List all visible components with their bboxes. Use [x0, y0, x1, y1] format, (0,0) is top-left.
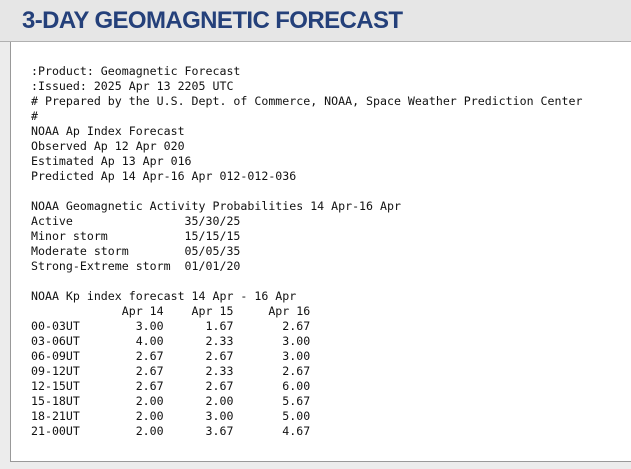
text-line: 12-15UT 2.67 2.67 6.00 — [31, 379, 311, 393]
text-line: Moderate storm 05/05/35 — [31, 244, 241, 258]
text-line: 21-00UT 2.00 3.67 4.67 — [31, 424, 311, 438]
text-line: 09-12UT 2.67 2.33 2.67 — [31, 364, 311, 378]
text-line: 06-09UT 2.67 2.67 3.00 — [31, 349, 311, 363]
text-line: 03-06UT 4.00 2.33 3.00 — [31, 334, 311, 348]
text-line: Apr 14 Apr 15 Apr 16 — [31, 304, 311, 318]
text-line: Minor storm 15/15/15 — [31, 229, 241, 243]
text-line: Observed Ap 12 Apr 020 — [31, 139, 185, 153]
text-line: Strong-Extreme storm 01/01/20 — [31, 259, 241, 273]
text-line: # — [31, 109, 38, 123]
text-line: Estimated Ap 13 Apr 016 — [31, 154, 192, 168]
report-text: :Product: Geomagnetic Forecast:Issued: 2… — [31, 64, 582, 454]
text-line: NOAA Ap Index Forecast — [31, 124, 185, 138]
text-line: :Product: Geomagnetic Forecast — [31, 64, 241, 78]
text-line: 00-03UT 3.00 1.67 2.67 — [31, 319, 311, 333]
text-block: NOAA Kp index forecast 14 Apr - 16 Apr A… — [31, 289, 582, 439]
text-line: 18-21UT 2.00 3.00 5.00 — [31, 409, 311, 423]
text-line: # Prepared by the U.S. Dept. of Commerce… — [31, 94, 583, 108]
text-block: :Product: Geomagnetic Forecast:Issued: 2… — [31, 64, 582, 184]
page-title: 3-DAY GEOMAGNETIC FORECAST — [22, 7, 403, 34]
text-line: Active 35/30/25 — [31, 214, 241, 228]
header: 3-DAY GEOMAGNETIC FORECAST — [0, 0, 631, 42]
text-line: :Issued: 2025 Apr 13 2205 UTC — [31, 79, 234, 93]
text-line: Predicted Ap 14 Apr-16 Apr 012-012-036 — [31, 169, 297, 183]
text-block: NOAA Geomagnetic Activity Probabilities … — [31, 199, 582, 274]
text-line: NOAA Kp index forecast 14 Apr - 16 Apr — [31, 289, 297, 303]
text-line: 15-18UT 2.00 2.00 5.67 — [31, 394, 311, 408]
text-line: NOAA Geomagnetic Activity Probabilities … — [31, 199, 401, 213]
report-panel: :Product: Geomagnetic Forecast:Issued: 2… — [10, 42, 631, 462]
